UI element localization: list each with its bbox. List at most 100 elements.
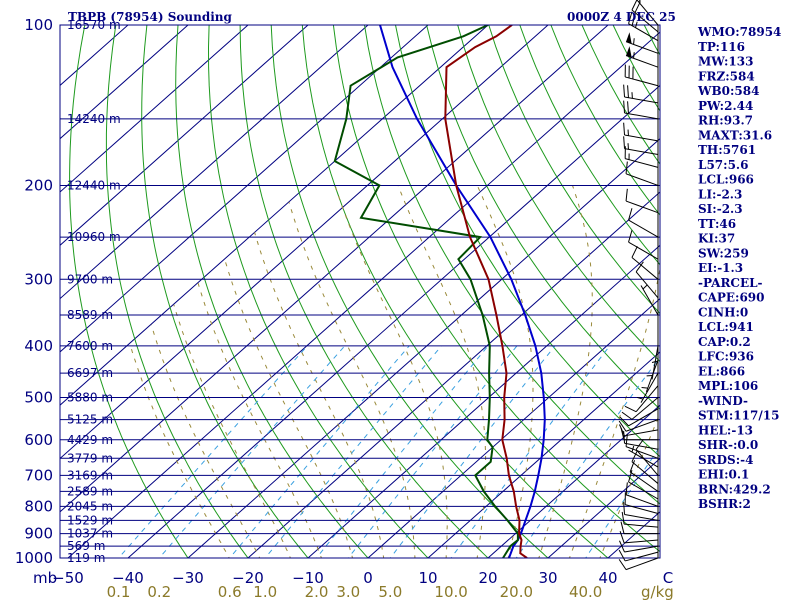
height-label: 14240 m <box>67 112 121 126</box>
dry-adiabat-line <box>175 25 369 558</box>
wind-barb <box>618 419 659 432</box>
wind-barb <box>625 188 659 214</box>
mixing-ratio-grid <box>117 345 660 558</box>
wind-barb <box>621 511 659 528</box>
mixing-ratio-line <box>117 345 308 558</box>
isotherm-line <box>367 297 660 558</box>
temperature-tick-label: −20 <box>232 569 264 587</box>
mixing-ratio-axis-labels: 0.1 0.2 0.6 1.0 2.0 3.0 5.0 10.0 20.0 40.0 <box>107 583 603 600</box>
wind-barb <box>625 46 659 68</box>
mixing-ratio-line <box>389 345 556 558</box>
index-entry: PW:2.44 <box>698 99 753 113</box>
dry-adiabat-line <box>769 25 800 569</box>
index-entry: CAP:0.2 <box>698 335 751 349</box>
height-label: 10960 m <box>67 230 121 244</box>
wind-barb <box>623 136 659 156</box>
moist-adiabat-line <box>197 282 322 558</box>
wind-barb <box>624 385 659 413</box>
isotherm-line <box>60 25 309 246</box>
index-entry: SRDS:-4 <box>698 453 753 467</box>
index-entry: CINH:0 <box>698 305 748 319</box>
wind-barb <box>623 84 659 104</box>
index-entry: LFC:936 <box>698 350 754 364</box>
wind-barb <box>623 100 659 120</box>
height-label: 16570 m <box>67 18 121 32</box>
height-labels: 16570 m 14240 m 12440 m 10960 m 9700 m 8589 m… <box>67 18 121 565</box>
wind-barb <box>624 492 659 514</box>
wind-barb <box>625 482 659 507</box>
pressure-tick-label: 700 <box>24 466 53 484</box>
wind-barbs <box>618 0 659 571</box>
isotherm-line <box>60 25 189 140</box>
height-label: 8589 m <box>67 308 113 322</box>
dry-adiabat-line <box>519 25 660 266</box>
moist-adiabat-line <box>224 259 354 558</box>
moist-adiabat-line <box>150 324 261 558</box>
temperature-tick-label: −10 <box>292 569 324 587</box>
wind-barb <box>620 521 658 535</box>
dry-adiabat-line <box>301 25 609 558</box>
isotherm-line <box>187 138 660 558</box>
moist-adiabat-line <box>538 185 593 558</box>
index-entry: EHI:0.1 <box>698 468 749 482</box>
index-entry: SW:259 <box>698 246 749 260</box>
height-label: 6697 m <box>67 366 113 380</box>
pressure-tick-label: 1000 <box>15 549 53 567</box>
index-entry: SHR-:0.0 <box>698 438 758 452</box>
mixing-ratio-tick-label: 5.0 <box>378 583 402 600</box>
temperature-tick-label: −50 <box>52 569 84 587</box>
dewpoint-trace-line <box>333 25 519 558</box>
isotherm-line <box>60 25 369 300</box>
isotherm-line <box>60 25 549 460</box>
wind-barb <box>625 161 659 186</box>
mixing-ratio-tick-label: 0.2 <box>147 583 171 600</box>
index-entry: STM:117/15 <box>698 409 779 423</box>
mixing-ratio-line <box>450 345 611 558</box>
index-entry: WB0:584 <box>697 84 759 98</box>
moist-adiabat-line <box>254 232 385 558</box>
indices-panel: WMO:78954TP:116MW:133FRZ:584WB0:584PW:2.… <box>697 25 781 511</box>
dry-adiabat-line <box>239 25 489 558</box>
index-entry: WMO:78954 <box>697 25 781 39</box>
index-entry: MPL:106 <box>698 379 758 393</box>
height-label: 9700 m <box>67 272 113 286</box>
height-label: 1529 m <box>67 513 113 527</box>
mixing-ratio-line <box>585 445 660 558</box>
wind-barb <box>618 557 659 571</box>
dry-adiabat-line <box>69 25 189 558</box>
index-entry: MW:133 <box>698 55 753 69</box>
height-label: 3169 m <box>67 468 113 482</box>
mixing-ratio-line <box>264 345 442 558</box>
moist-adiabat-grid <box>130 185 660 558</box>
mixing-ratio-unit-label: g/kg <box>641 583 674 600</box>
parcel-trace-line <box>379 25 546 558</box>
wind-barb <box>631 246 659 280</box>
height-label: 569 m <box>67 539 105 553</box>
mixing-ratio-line <box>315 345 489 558</box>
temperature-trace-line <box>444 25 528 558</box>
wind-barb <box>625 434 659 459</box>
station-title: TBPB (78954) Sounding <box>68 10 232 24</box>
pressure-tick-label: 800 <box>24 497 53 515</box>
wind-barb <box>629 460 659 492</box>
index-entry: MAXT:31.6 <box>698 128 772 142</box>
wind-barb <box>628 469 659 500</box>
isotherm-line <box>60 25 609 513</box>
wind-barb <box>618 549 659 562</box>
index-entry: LCL:966 <box>698 173 754 187</box>
wind-barb <box>636 372 659 403</box>
wind-barb <box>631 450 659 484</box>
index-entry: LI:-2.3 <box>698 187 742 201</box>
pressure-tick-label: 100 <box>24 16 53 34</box>
height-label: 1037 m <box>67 527 113 541</box>
mixing-ratio-line <box>515 356 660 558</box>
isobar-grid <box>60 24 660 559</box>
wind-barb <box>619 540 659 553</box>
plot-frame <box>59 24 661 559</box>
index-entry: -WIND- <box>698 394 748 408</box>
index-entry: EL:866 <box>698 364 745 378</box>
index-entry: EI:-1.3 <box>698 261 743 275</box>
height-label: 12440 m <box>67 178 121 192</box>
index-entry: BSHR:2 <box>698 497 751 511</box>
